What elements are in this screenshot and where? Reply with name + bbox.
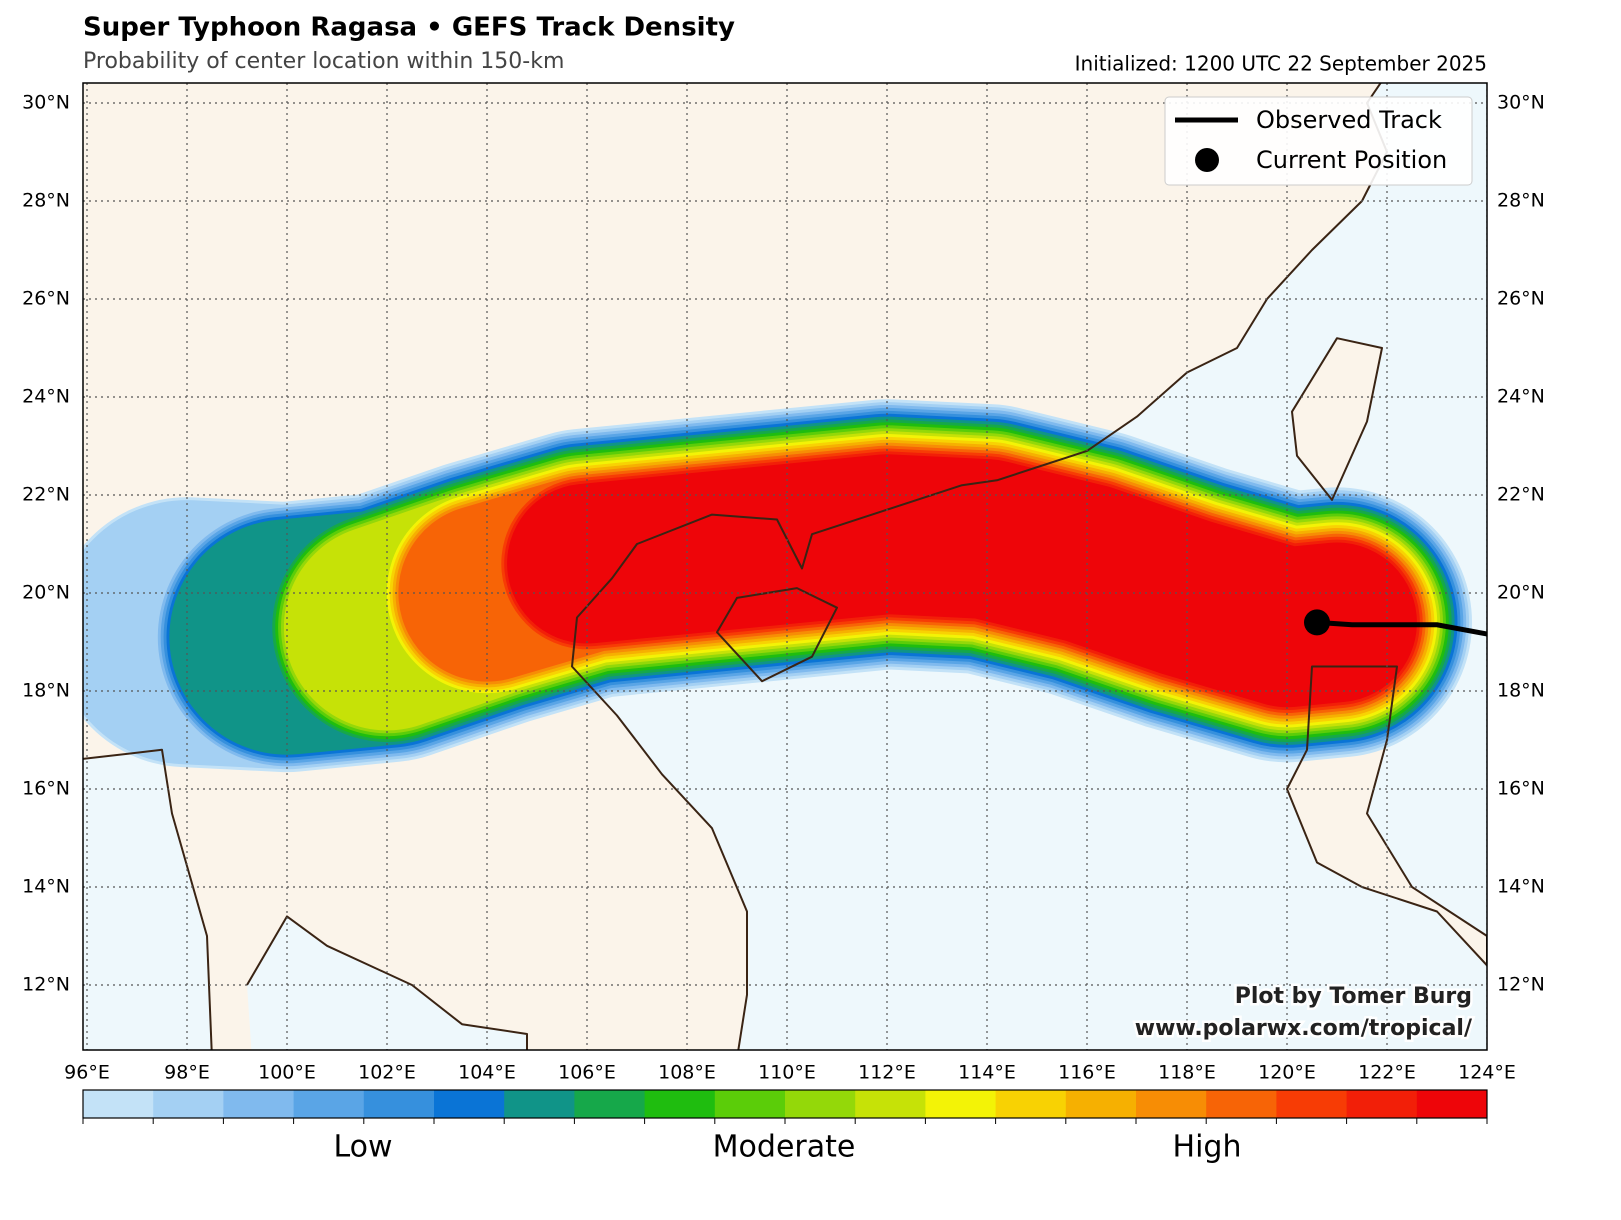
lon-label: 112°E	[858, 1062, 916, 1084]
colorbar-cell	[434, 1090, 505, 1118]
lon-label: 98°E	[164, 1062, 210, 1084]
title: Super Typhoon Ragasa • GEFS Track Densit…	[83, 13, 735, 43]
colorbar-label: Low	[333, 1130, 392, 1165]
legend-box	[1164, 96, 1473, 186]
legend-label: Observed Track	[1256, 106, 1442, 134]
lon-label: 114°E	[958, 1062, 1016, 1084]
lat-label: 28°N	[22, 190, 70, 212]
colorbar-cell	[504, 1090, 575, 1118]
lat-label: 20°N	[1497, 582, 1545, 604]
lat-label: 12°N	[22, 974, 70, 996]
colorbar-cell	[1276, 1090, 1348, 1118]
lon-label: 122°E	[1358, 1062, 1416, 1084]
lat-label: 18°N	[1497, 680, 1545, 702]
ocean	[83, 749, 212, 1050]
init-time: Initialized: 1200 UTC 22 September 2025	[1075, 52, 1487, 76]
colorbar-cell	[1416, 1090, 1488, 1118]
coastline	[246, 83, 1388, 1050]
lon-label: 116°E	[1058, 1062, 1116, 1084]
colorbar-cell	[293, 1090, 365, 1118]
colorbar-cell	[574, 1090, 646, 1118]
colorbar-cell	[1136, 1090, 1207, 1118]
lon-label: 100°E	[258, 1062, 316, 1084]
lon-label: 110°E	[758, 1062, 816, 1084]
colorbar-cell	[1346, 1090, 1418, 1118]
colorbar-cell	[1206, 1090, 1277, 1118]
coastline	[83, 748, 213, 1050]
colorbar-cell	[925, 1090, 997, 1118]
lat-label: 30°N	[1497, 92, 1545, 114]
lon-label: 120°E	[1258, 1062, 1316, 1084]
colorbar-cell	[83, 1090, 154, 1118]
density-band	[507, 454, 1417, 708]
lon-label: 124°E	[1458, 1062, 1516, 1084]
lon-label: 106°E	[558, 1062, 616, 1084]
lat-label: 26°N	[1497, 288, 1545, 310]
lon-label: 102°E	[358, 1062, 416, 1084]
credit: Plot by Tomer Burg	[1235, 984, 1472, 1009]
lat-label: 16°N	[22, 778, 70, 800]
lat-label: 24°N	[22, 386, 70, 408]
lat-label: 28°N	[1497, 190, 1545, 212]
lon-label: 96°E	[64, 1062, 110, 1084]
colorbar-label: Moderate	[713, 1130, 856, 1165]
colorbar-cell	[153, 1090, 224, 1118]
lat-label: 26°N	[22, 288, 70, 310]
current-position	[1304, 609, 1330, 636]
coastline	[1286, 665, 1487, 967]
map-area	[83, 83, 1487, 1050]
colorbar-label: High	[1173, 1130, 1242, 1165]
legend-label: Current Position	[1256, 146, 1447, 174]
lat-label: 22°N	[1497, 484, 1545, 506]
colorbar-cell	[714, 1090, 786, 1118]
lat-label: 20°N	[22, 582, 70, 604]
island	[1292, 338, 1382, 500]
colorbar-cell	[223, 1090, 295, 1118]
colorbar-cell	[995, 1090, 1067, 1118]
lat-label: 22°N	[22, 484, 70, 506]
lat-label: 14°N	[1497, 876, 1545, 898]
lat-label: 12°N	[1497, 974, 1545, 996]
colorbar-cell	[644, 1090, 716, 1118]
colorbar-cell	[363, 1090, 435, 1118]
subtitle: Probability of center location within 15…	[83, 49, 564, 74]
lat-label: 18°N	[22, 680, 70, 702]
lat-label: 24°N	[1497, 386, 1545, 408]
lat-label: 16°N	[1497, 778, 1545, 800]
lon-label: 118°E	[1158, 1062, 1216, 1084]
credit: www.polarwx.com/tropical/	[1135, 1016, 1473, 1041]
coastline	[1291, 337, 1383, 501]
legend: Observed Track Current Position	[1164, 96, 1473, 186]
coastline	[716, 587, 838, 683]
colorbar-cell	[785, 1090, 856, 1118]
map-frame	[82, 82, 1488, 1051]
colorbar-cell	[1065, 1090, 1137, 1118]
lon-label: 104°E	[458, 1062, 516, 1084]
observed-track	[1316, 619, 1487, 637]
colorbar-cell	[855, 1090, 926, 1118]
lon-label: 108°E	[658, 1062, 716, 1084]
lat-label: 14°N	[22, 876, 70, 898]
lat-label: 30°N	[22, 92, 70, 114]
legend-dot	[1195, 148, 1219, 172]
